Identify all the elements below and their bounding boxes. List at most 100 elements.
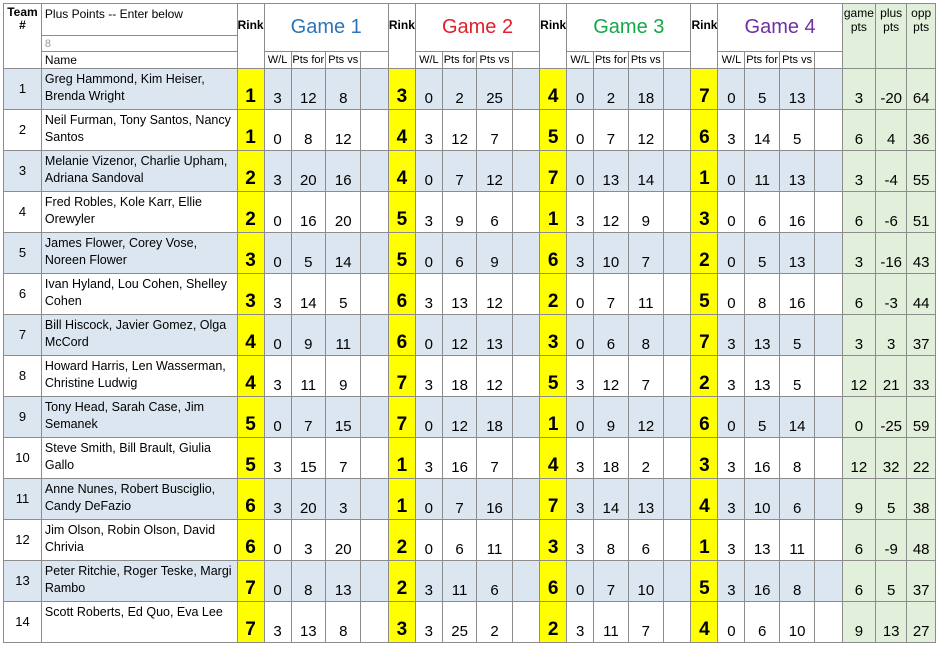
game-2-wl[interactable]: 3 — [414, 273, 443, 315]
game-1-pts-vs[interactable]: 11 — [325, 314, 362, 356]
game-1-pts-for[interactable]: 20 — [290, 150, 327, 192]
rink-3[interactable]: 3 — [539, 314, 568, 356]
team-name[interactable]: Bill Hiscock, Javier Gomez, Olga McCord — [40, 314, 238, 356]
game-4-pts-vs[interactable]: 8 — [778, 437, 816, 479]
game-4-wl[interactable]: 0 — [717, 396, 746, 438]
game-3-wl[interactable]: 0 — [566, 68, 595, 110]
game-2-pts-vs[interactable]: 7 — [476, 437, 513, 479]
rink-3[interactable]: 4 — [539, 437, 568, 479]
rink-2[interactable]: 3 — [387, 68, 416, 110]
game-4-wl[interactable]: 3 — [717, 560, 746, 602]
game-3-pts-vs[interactable]: 12 — [627, 109, 664, 151]
rink-1[interactable]: 2 — [236, 191, 265, 233]
game-3-pts-for[interactable]: 12 — [593, 191, 629, 233]
game-1-pts-vs[interactable]: 13 — [325, 560, 362, 602]
game-3-pts-vs[interactable]: 7 — [627, 601, 664, 643]
game-4-pts-for[interactable]: 14 — [744, 109, 780, 151]
game-1-pts-for[interactable]: 14 — [290, 273, 327, 315]
game-3-wl[interactable]: 3 — [566, 437, 595, 479]
rink-2[interactable]: 6 — [387, 273, 416, 315]
game-4-pts-vs[interactable]: 11 — [778, 519, 816, 561]
game-2-pts-for[interactable]: 25 — [441, 601, 478, 643]
rink-4[interactable]: 1 — [690, 150, 719, 192]
rink-2[interactable]: 5 — [387, 232, 416, 274]
game-2-pts-vs[interactable]: 2 — [476, 601, 513, 643]
game-3-pts-for[interactable]: 18 — [593, 437, 629, 479]
rink-1[interactable]: 3 — [236, 273, 265, 315]
game-3-wl[interactable]: 3 — [566, 355, 595, 397]
game-4-pts-vs[interactable]: 6 — [778, 478, 816, 520]
game-1-wl[interactable]: 3 — [263, 478, 292, 520]
game-4-pts-for[interactable]: 8 — [744, 273, 780, 315]
game-3-pts-for[interactable]: 2 — [593, 68, 629, 110]
rink-3[interactable]: 5 — [539, 109, 568, 151]
game-3-wl[interactable]: 3 — [566, 601, 595, 643]
rink-4[interactable]: 4 — [690, 601, 719, 643]
game-3-pts-for[interactable]: 14 — [593, 478, 629, 520]
game-4-pts-for[interactable]: 6 — [744, 601, 780, 643]
game-1-pts-for[interactable]: 5 — [290, 232, 327, 274]
game-2-pts-for[interactable]: 13 — [441, 273, 478, 315]
rink-4[interactable]: 6 — [690, 109, 719, 151]
rink-3[interactable]: 6 — [539, 232, 568, 274]
game-2-pts-vs[interactable]: 25 — [476, 68, 513, 110]
game-3-pts-for[interactable]: 13 — [593, 150, 629, 192]
game-2-wl[interactable]: 0 — [414, 396, 443, 438]
game-3-wl[interactable]: 3 — [566, 478, 595, 520]
game-1-wl[interactable]: 3 — [263, 273, 292, 315]
game-2-wl[interactable]: 3 — [414, 560, 443, 602]
game-1-pts-vs[interactable]: 12 — [325, 109, 362, 151]
game-1-pts-for[interactable]: 3 — [290, 519, 327, 561]
game-1-wl[interactable]: 0 — [263, 314, 292, 356]
game-4-wl[interactable]: 3 — [717, 437, 746, 479]
game-3-pts-vs[interactable]: 7 — [627, 232, 664, 274]
rink-1[interactable]: 6 — [236, 478, 265, 520]
game-3-pts-for[interactable]: 9 — [593, 396, 629, 438]
game-2-pts-for[interactable]: 12 — [441, 109, 478, 151]
game-2-wl[interactable]: 0 — [414, 314, 443, 356]
game-1-pts-vs[interactable]: 20 — [325, 519, 362, 561]
game-2-pts-vs[interactable]: 11 — [476, 519, 513, 561]
game-3-pts-for[interactable]: 7 — [593, 109, 629, 151]
rink-4[interactable]: 2 — [690, 232, 719, 274]
game-1-pts-vs[interactable]: 8 — [325, 601, 362, 643]
game-4-wl[interactable]: 0 — [717, 273, 746, 315]
rink-2[interactable]: 3 — [387, 601, 416, 643]
game-4-pts-for[interactable]: 13 — [744, 355, 780, 397]
rink-2[interactable]: 7 — [387, 396, 416, 438]
rink-3[interactable]: 2 — [539, 273, 568, 315]
game-2-pts-vs[interactable]: 12 — [476, 150, 513, 192]
rink-2[interactable]: 5 — [387, 191, 416, 233]
game-2-pts-for[interactable]: 2 — [441, 68, 478, 110]
game-1-wl[interactable]: 0 — [263, 232, 292, 274]
game-2-pts-for[interactable]: 12 — [441, 314, 478, 356]
game-4-pts-vs[interactable]: 16 — [778, 191, 816, 233]
game-3-pts-for[interactable]: 7 — [593, 560, 629, 602]
plus-points-input[interactable]: 8 — [40, 35, 238, 52]
game-1-pts-for[interactable]: 8 — [290, 109, 327, 151]
game-3-pts-for[interactable]: 10 — [593, 232, 629, 274]
team-name[interactable]: Neil Furman, Tony Santos, Nancy Santos — [40, 109, 238, 151]
game-4-wl[interactable]: 0 — [717, 68, 746, 110]
team-name[interactable]: Ivan Hyland, Lou Cohen, Shelley Cohen — [40, 273, 238, 315]
game-2-pts-vs[interactable]: 13 — [476, 314, 513, 356]
rink-2[interactable]: 1 — [387, 478, 416, 520]
game-1-wl[interactable]: 3 — [263, 150, 292, 192]
game-1-wl[interactable]: 0 — [263, 191, 292, 233]
team-name[interactable]: Jim Olson, Robin Olson, David Chrivia — [40, 519, 238, 561]
game-3-pts-for[interactable]: 11 — [593, 601, 629, 643]
rink-4[interactable]: 2 — [690, 355, 719, 397]
rink-1[interactable]: 6 — [236, 519, 265, 561]
game-1-pts-for[interactable]: 20 — [290, 478, 327, 520]
game-2-wl[interactable]: 3 — [414, 437, 443, 479]
game-3-wl[interactable]: 3 — [566, 191, 595, 233]
team-name[interactable]: Scott Roberts, Ed Quo, Eva Lee — [40, 601, 238, 643]
game-4-wl[interactable]: 3 — [717, 478, 746, 520]
game-3-pts-vs[interactable]: 18 — [627, 68, 664, 110]
game-3-pts-for[interactable]: 12 — [593, 355, 629, 397]
team-name[interactable]: Melanie Vizenor, Charlie Upham, Adriana … — [40, 150, 238, 192]
game-4-pts-for[interactable]: 5 — [744, 396, 780, 438]
game-2-pts-vs[interactable]: 16 — [476, 478, 513, 520]
game-3-pts-vs[interactable]: 14 — [627, 150, 664, 192]
rink-2[interactable]: 6 — [387, 314, 416, 356]
